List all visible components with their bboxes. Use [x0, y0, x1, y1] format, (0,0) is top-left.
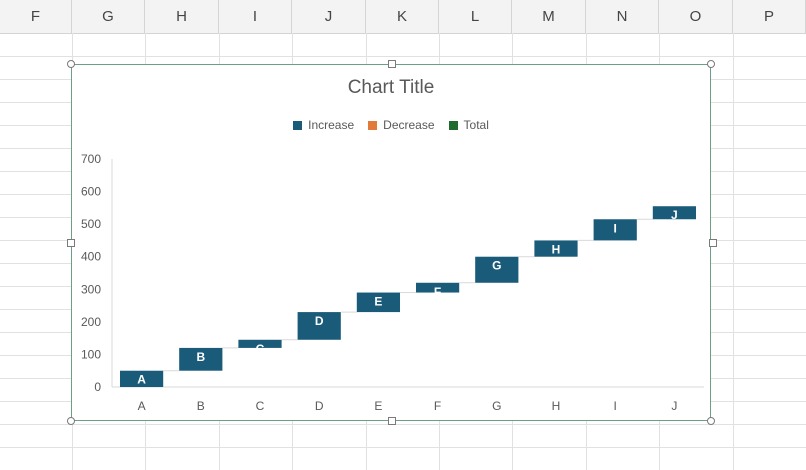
legend-label-decrease: Decrease: [383, 118, 435, 132]
resize-handle-bottom-left[interactable]: [67, 417, 75, 425]
bar-h[interactable]: [534, 240, 578, 257]
y-tick-label: 700: [81, 152, 101, 166]
bar-label-b: B: [196, 350, 205, 364]
legend-item-decrease[interactable]: Decrease: [368, 118, 435, 132]
bar-label-e: E: [374, 295, 382, 309]
x-tick-label: I: [614, 399, 617, 413]
legend-label-total: Total: [463, 118, 489, 132]
column-header-l[interactable]: L: [439, 0, 512, 33]
x-tick-label: F: [434, 399, 441, 413]
bar-d[interactable]: [297, 312, 341, 340]
y-tick-label: 0: [94, 380, 101, 394]
bar-j[interactable]: [652, 206, 697, 220]
column-header-m[interactable]: M: [512, 0, 586, 33]
y-tick-label: 100: [81, 347, 101, 361]
column-header-k[interactable]: K: [366, 0, 439, 33]
bar-label-h: H: [552, 242, 561, 256]
x-tick-label: A: [138, 399, 146, 413]
resize-handle-top[interactable]: [388, 60, 396, 68]
grid-column-line: [733, 33, 734, 470]
y-tick-label: 500: [81, 217, 101, 231]
bar-label-i: I: [614, 221, 617, 235]
x-tick-label: H: [552, 399, 561, 413]
legend-swatch-decrease: [368, 120, 378, 130]
grid-row-line: [0, 424, 806, 425]
bar-b[interactable]: [179, 347, 223, 371]
bar-label-f: F: [434, 285, 441, 299]
legend-swatch-total: [448, 120, 458, 130]
resize-handle-bottom[interactable]: [388, 417, 396, 425]
chart-title[interactable]: Chart Title: [347, 77, 435, 98]
y-tick-label: 600: [81, 185, 101, 199]
resize-handle-bottom-right[interactable]: [707, 417, 715, 425]
x-tick-label: B: [197, 399, 205, 413]
legend-label-increase: Increase: [308, 118, 355, 132]
legend-item-total[interactable]: Total: [448, 118, 489, 132]
y-tick-label: 300: [81, 282, 101, 296]
x-tick-label: D: [315, 399, 324, 413]
resize-handle-left[interactable]: [67, 239, 75, 247]
resize-handle-right[interactable]: [709, 239, 717, 247]
bar-label-c: C: [256, 342, 265, 356]
grid-row-line: [0, 56, 806, 57]
plot-area[interactable]: 0 100 200 300 400 500 600 700 AA B B C C D D E E F F G G H H I I…: [72, 65, 710, 420]
column-header-h[interactable]: H: [145, 0, 219, 33]
chart-legend[interactable]: Increase Decrease Total: [72, 118, 710, 132]
column-header-n[interactable]: N: [586, 0, 659, 33]
bar-e[interactable]: [356, 292, 401, 313]
bar-label-a: A: [137, 373, 146, 387]
column-header-i[interactable]: I: [219, 0, 292, 33]
x-tick-label: E: [374, 399, 382, 413]
x-tick-label: C: [256, 399, 265, 413]
bar-f[interactable]: [415, 282, 460, 293]
column-header-f[interactable]: F: [0, 0, 72, 33]
x-tick-label: J: [671, 399, 677, 413]
resize-handle-top-left[interactable]: [67, 60, 75, 68]
bar-c[interactable]: [238, 339, 282, 348]
column-header-p[interactable]: P: [733, 0, 806, 33]
column-header-g[interactable]: G: [72, 0, 145, 33]
bar-i[interactable]: [593, 219, 637, 241]
bar-label-g: G: [492, 259, 501, 273]
bar-a[interactable]: [119, 370, 164, 387]
x-tick-label: G: [492, 399, 501, 413]
grid-row-line: [0, 447, 806, 448]
column-header-j[interactable]: J: [292, 0, 366, 33]
legend-item-increase[interactable]: Increase: [293, 118, 354, 132]
y-tick-label: 200: [81, 315, 101, 329]
y-tick-label: 400: [81, 250, 101, 264]
bar-g[interactable]: [475, 256, 519, 283]
waterfall-chart[interactable]: Chart Title Increase Decrease Total 0 100…: [71, 64, 711, 421]
legend-swatch-increase: [293, 120, 303, 130]
bar-label-j: J: [671, 208, 678, 222]
resize-handle-top-right[interactable]: [707, 60, 715, 68]
column-header-o[interactable]: O: [659, 0, 733, 33]
bar-label-d: D: [315, 314, 324, 328]
